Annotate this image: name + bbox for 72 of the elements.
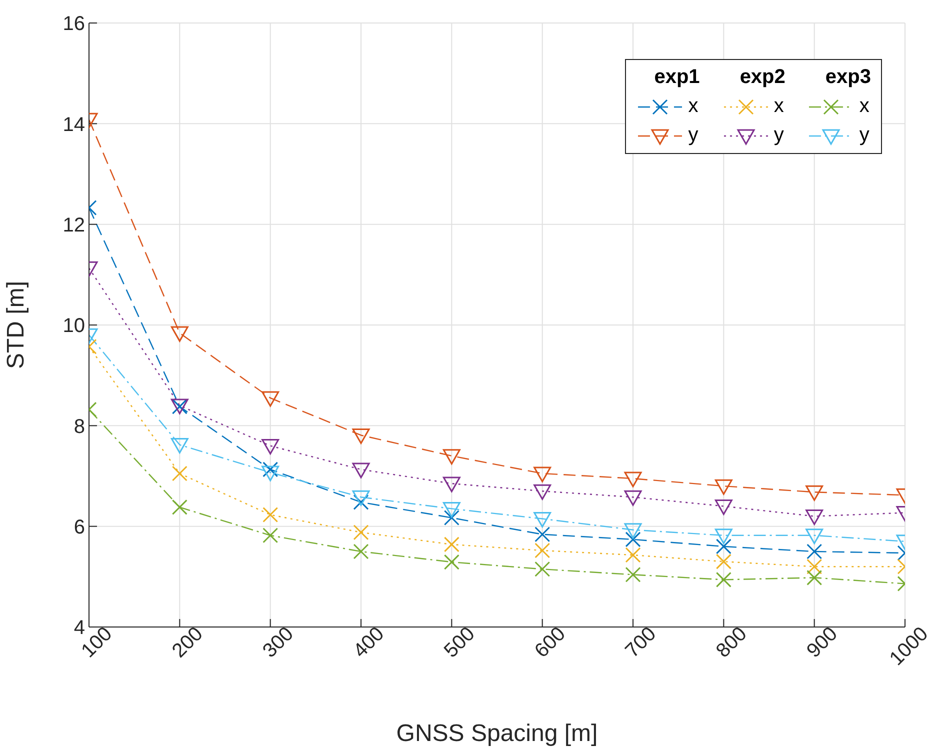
y-tick-label: 16 — [62, 13, 85, 36]
x-axis-title: GNSS Spacing [m] — [396, 720, 598, 747]
point — [534, 484, 552, 500]
point — [170, 438, 188, 454]
point — [624, 523, 642, 539]
point — [444, 510, 460, 526]
point — [714, 528, 732, 544]
x-tick-label: 600 — [530, 623, 570, 662]
y-tick-label: 10 — [62, 315, 85, 338]
point — [534, 466, 552, 482]
point — [442, 449, 460, 465]
point — [806, 528, 824, 544]
point — [716, 572, 732, 588]
point — [172, 466, 188, 482]
legend-label: x — [688, 95, 698, 118]
y-axis-title: STD [m] — [2, 281, 30, 369]
x-tick-label: 300 — [258, 623, 298, 662]
point — [442, 476, 460, 492]
point — [353, 524, 369, 540]
point — [714, 479, 732, 495]
point — [806, 510, 824, 526]
point — [262, 462, 278, 478]
point — [444, 554, 460, 570]
x-tick-label: 900 — [802, 623, 842, 662]
point — [534, 526, 550, 542]
point — [262, 507, 278, 523]
point — [806, 558, 822, 574]
point — [172, 499, 188, 515]
x-tick-label: 700 — [621, 623, 661, 662]
point — [624, 490, 642, 506]
y-tick-label: 8 — [74, 416, 85, 438]
legend-label: x — [859, 95, 870, 118]
legend-label: y — [859, 124, 870, 147]
point — [534, 542, 550, 558]
annotation: exp2 — [738, 66, 786, 89]
point — [625, 547, 641, 563]
point — [806, 485, 824, 501]
point — [806, 570, 822, 586]
y-tick-label: 4 — [74, 617, 85, 640]
point — [716, 554, 732, 570]
x-tick-label: 500 — [440, 623, 480, 662]
point — [262, 528, 278, 544]
point — [442, 502, 460, 518]
y-tick-label: 6 — [74, 516, 85, 538]
x-tick-label: 800 — [712, 623, 752, 662]
point — [806, 544, 822, 560]
point — [262, 391, 280, 407]
point — [352, 462, 370, 478]
point — [353, 544, 369, 560]
point — [262, 439, 280, 455]
point — [624, 472, 642, 488]
point — [625, 566, 641, 582]
point — [262, 466, 280, 482]
point — [352, 428, 370, 444]
y-tick-label: 14 — [62, 114, 85, 136]
x-tick-label: 400 — [349, 623, 389, 662]
point — [625, 532, 641, 548]
legend-label: x — [774, 95, 784, 118]
point — [716, 538, 732, 554]
legend-label: y — [774, 124, 784, 147]
annotation: exp3 — [824, 66, 871, 89]
point — [534, 561, 550, 577]
point — [170, 326, 188, 342]
annotation: exp1 — [653, 66, 700, 89]
point — [714, 499, 732, 515]
point — [444, 536, 460, 552]
point — [353, 494, 369, 510]
legend-label: y — [688, 124, 698, 147]
point — [534, 512, 552, 528]
x-tick-label: 200 — [168, 623, 208, 662]
point — [352, 490, 370, 506]
y-tick-label: 12 — [62, 214, 85, 236]
